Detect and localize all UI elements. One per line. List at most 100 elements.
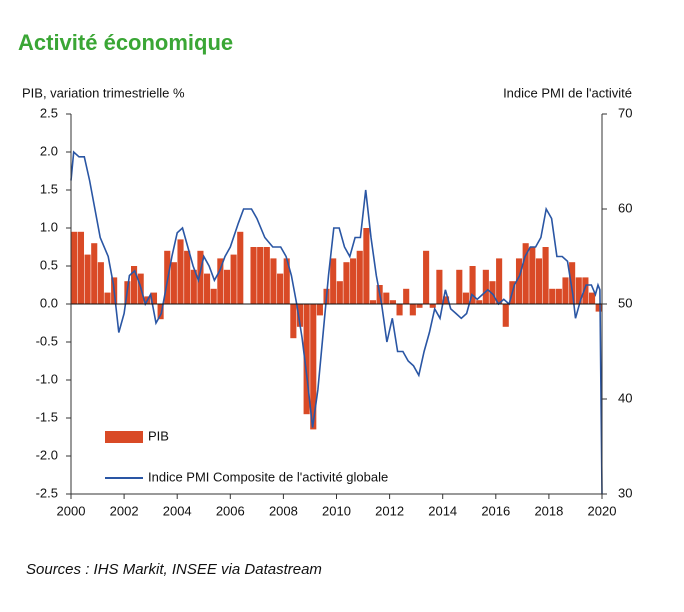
x-tick-label: 2008 — [269, 503, 298, 518]
bar — [204, 273, 211, 304]
legend-label: Indice PMI Composite de l'activité globa… — [148, 469, 388, 484]
y-tick-label: -2.5 — [36, 485, 58, 500]
bar — [131, 266, 138, 304]
bar — [369, 300, 377, 304]
bar — [423, 250, 430, 304]
bar — [197, 250, 204, 304]
bar — [462, 292, 469, 304]
bar — [582, 277, 589, 304]
y-tick-label: 0.0 — [40, 295, 58, 310]
bar — [350, 258, 357, 304]
bar — [283, 258, 290, 304]
bar — [104, 292, 111, 304]
bar — [595, 304, 602, 312]
bar — [263, 247, 270, 304]
bar — [403, 288, 410, 304]
bar — [389, 300, 396, 304]
y-tick-label: 2.0 — [40, 143, 58, 158]
bar — [270, 258, 277, 304]
y2-tick-label: 60 — [618, 200, 632, 215]
bar — [237, 231, 244, 304]
bar — [409, 304, 416, 316]
y2-tick-label: 50 — [618, 295, 632, 310]
bar — [549, 288, 556, 304]
bar — [150, 292, 158, 304]
bar — [84, 254, 91, 304]
bar — [277, 273, 284, 304]
x-tick-label: 2004 — [163, 503, 192, 518]
bar — [223, 269, 231, 304]
bar — [336, 281, 343, 304]
bar — [416, 304, 423, 308]
bar — [330, 258, 337, 304]
bar — [542, 247, 549, 304]
bar — [303, 304, 310, 415]
bar — [363, 228, 370, 304]
bar — [356, 250, 363, 304]
bar — [469, 266, 476, 304]
y2-axis-label: Indice PMI de l'activité — [503, 85, 632, 100]
y-tick-label: 0.5 — [40, 257, 58, 272]
bar — [496, 258, 503, 304]
bar — [77, 231, 85, 304]
bar — [482, 269, 489, 304]
bar — [383, 292, 390, 304]
bar — [343, 262, 350, 304]
bar — [97, 262, 104, 304]
bar — [157, 304, 164, 320]
chart-title: Activité économique — [18, 30, 233, 55]
source: Sources : IHS Markit, INSEE via Datastre… — [26, 561, 322, 578]
bar — [456, 269, 463, 304]
line — [70, 150, 603, 495]
y2-tick-label: 30 — [618, 485, 632, 500]
y-tick-label: 1.5 — [40, 181, 58, 196]
bar — [217, 258, 224, 304]
bar — [310, 304, 317, 430]
x-tick-label: 2010 — [322, 503, 351, 518]
x-tick-label: 2020 — [588, 503, 617, 518]
bar — [436, 269, 443, 304]
y-tick-label: 2.5 — [40, 105, 58, 120]
bar — [290, 304, 297, 339]
bar — [535, 258, 542, 304]
legend-label: PIB — [148, 428, 169, 443]
bar — [190, 269, 197, 304]
bar — [184, 250, 191, 304]
bar — [230, 254, 237, 304]
x-tick-label: 2014 — [428, 503, 457, 518]
bar — [71, 231, 78, 304]
legend-swatch — [105, 431, 143, 443]
bar — [177, 239, 184, 304]
bar — [91, 243, 98, 304]
x-tick-label: 2000 — [57, 503, 86, 518]
bar — [250, 247, 257, 304]
bar — [562, 277, 569, 304]
bar — [170, 262, 177, 304]
y-tick-label: -0.5 — [36, 333, 58, 348]
bar — [588, 292, 596, 304]
bar — [529, 247, 536, 304]
x-tick-label: 2002 — [110, 503, 139, 518]
bar — [555, 288, 562, 304]
bar — [396, 304, 403, 316]
bar — [522, 243, 529, 304]
bar — [429, 304, 436, 308]
y-tick-label: 1.0 — [40, 219, 58, 234]
x-tick-label: 2012 — [375, 503, 404, 518]
bar — [316, 304, 323, 316]
bar — [575, 277, 582, 304]
bar — [502, 304, 509, 327]
x-tick-label: 2016 — [481, 503, 510, 518]
bar — [569, 262, 576, 304]
y2-tick-label: 70 — [618, 105, 632, 120]
bar — [442, 296, 450, 304]
y-axis-label: PIB, variation trimestrielle % — [22, 85, 185, 100]
y2-tick-label: 40 — [618, 390, 632, 405]
bar — [257, 247, 264, 304]
x-tick-label: 2018 — [534, 503, 563, 518]
y-tick-label: -1.0 — [36, 371, 58, 386]
x-tick-label: 2006 — [216, 503, 245, 518]
bar — [296, 304, 304, 327]
